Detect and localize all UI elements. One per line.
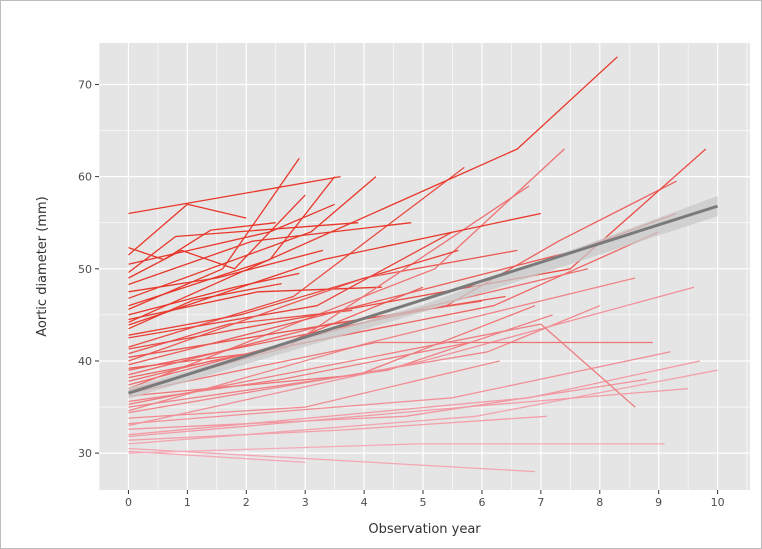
series-line: [128, 277, 636, 412]
x-tick-label: 5: [420, 496, 427, 509]
series-line: [128, 249, 459, 336]
series-line: [128, 157, 300, 310]
series-line: [128, 286, 695, 427]
x-axis: 0 1 2 3 4 5 6 7 8 9 10: [125, 490, 725, 509]
series-line: [128, 222, 359, 274]
series-line: [128, 166, 465, 348]
series-line: [128, 272, 300, 316]
x-tick-label: 9: [655, 496, 662, 509]
series-line: [128, 222, 412, 286]
series-line: [128, 415, 547, 441]
series-line: [128, 309, 353, 355]
x-tick-label: 4: [361, 496, 368, 509]
series-line: [128, 56, 618, 323]
x-tick-label: 8: [596, 496, 603, 509]
y-axis-title: Aortic diameter (mm): [35, 196, 50, 337]
x-tick-label: 6: [478, 496, 485, 509]
y-tick-label: 50: [78, 263, 92, 276]
series-line: [128, 447, 536, 473]
series-line: [128, 148, 565, 390]
series-line: [128, 282, 282, 330]
y-tick-label: 70: [78, 78, 92, 91]
y-tick-label: 30: [78, 447, 92, 460]
series-line: [128, 222, 276, 261]
x-tick-label: 2: [243, 496, 250, 509]
confidence-band: [128, 196, 718, 399]
x-axis-title: Observation year: [368, 522, 481, 537]
x-tick-label: 10: [711, 496, 725, 509]
series-line: [128, 175, 341, 215]
series-line: [128, 351, 671, 425]
series-line: [128, 176, 377, 299]
y-tick-label: 40: [78, 355, 92, 368]
x-tick-label: 7: [537, 496, 544, 509]
series-line: [128, 203, 247, 256]
series-line: [128, 360, 500, 419]
y-tick-label: 60: [78, 171, 92, 184]
series-line: [128, 323, 636, 408]
series-line: [128, 194, 306, 279]
series-line: [128, 387, 689, 438]
series-line: [128, 314, 553, 408]
series-layer: [128, 56, 718, 473]
trend-layer: [128, 196, 719, 399]
series-line: [128, 148, 707, 350]
x-tick-label: 3: [302, 496, 309, 509]
series-line: [128, 450, 306, 464]
series-line: [128, 212, 542, 326]
x-tick-label: 0: [125, 496, 132, 509]
y-axis: 30 40 50 60 70: [78, 78, 99, 460]
series-line: [128, 378, 647, 430]
series-line: [128, 305, 601, 414]
series-line: [128, 369, 718, 445]
series-line: [128, 443, 665, 454]
x-tick-label: 1: [184, 496, 191, 509]
trend-line: [128, 204, 719, 395]
series-line: [128, 360, 701, 436]
series-line: [128, 341, 653, 394]
